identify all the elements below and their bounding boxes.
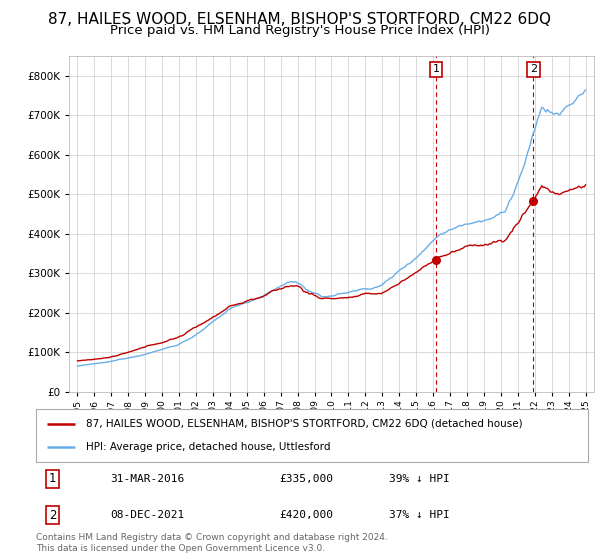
Text: 2: 2: [49, 508, 56, 521]
Text: £420,000: £420,000: [279, 510, 333, 520]
FancyBboxPatch shape: [36, 409, 588, 462]
Text: 87, HAILES WOOD, ELSENHAM, BISHOP'S STORTFORD, CM22 6DQ: 87, HAILES WOOD, ELSENHAM, BISHOP'S STOR…: [49, 12, 551, 27]
Text: £335,000: £335,000: [279, 474, 333, 484]
Text: 2: 2: [530, 64, 537, 74]
Text: Contains HM Land Registry data © Crown copyright and database right 2024.
This d: Contains HM Land Registry data © Crown c…: [36, 533, 388, 553]
Text: 1: 1: [49, 473, 56, 486]
Text: 37% ↓ HPI: 37% ↓ HPI: [389, 510, 450, 520]
Text: 39% ↓ HPI: 39% ↓ HPI: [389, 474, 450, 484]
Text: 08-DEC-2021: 08-DEC-2021: [110, 510, 185, 520]
Text: Price paid vs. HM Land Registry's House Price Index (HPI): Price paid vs. HM Land Registry's House …: [110, 24, 490, 37]
Text: 1: 1: [433, 64, 439, 74]
Text: 31-MAR-2016: 31-MAR-2016: [110, 474, 185, 484]
Text: 87, HAILES WOOD, ELSENHAM, BISHOP'S STORTFORD, CM22 6DQ (detached house): 87, HAILES WOOD, ELSENHAM, BISHOP'S STOR…: [86, 419, 523, 429]
Text: HPI: Average price, detached house, Uttlesford: HPI: Average price, detached house, Uttl…: [86, 442, 330, 452]
